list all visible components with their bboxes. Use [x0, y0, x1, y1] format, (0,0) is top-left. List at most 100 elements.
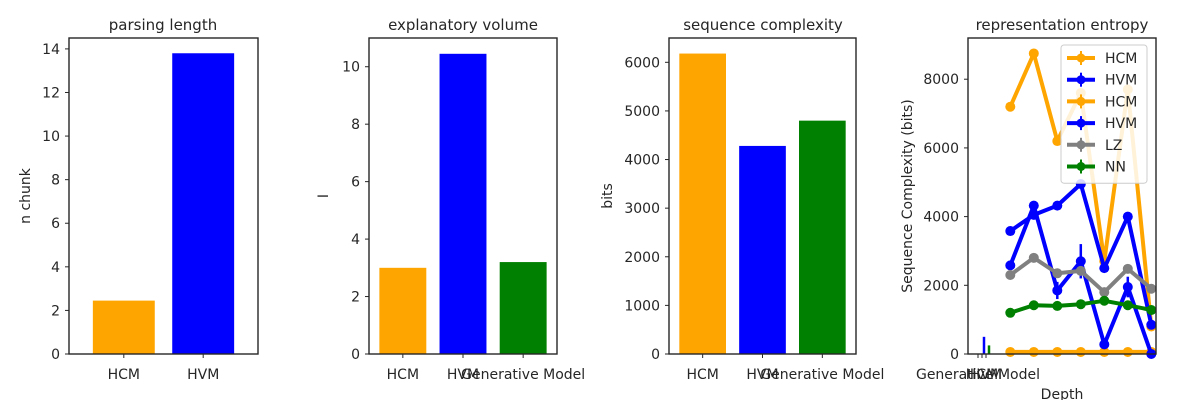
data-point [1099, 295, 1110, 306]
legend-label: HCM [1105, 51, 1137, 67]
y-tick-label: 10 [42, 129, 60, 145]
data-point [1075, 256, 1086, 267]
bar-hvm [739, 145, 786, 354]
legend-swatch-marker [1076, 53, 1086, 63]
axes-frame [368, 37, 558, 355]
data-point [1122, 300, 1133, 311]
data-point [1052, 200, 1063, 211]
x-tick-label: HCM [387, 367, 419, 383]
axes-frame [68, 37, 259, 355]
y-tick-label: 4 [51, 260, 60, 276]
data-point [1075, 346, 1086, 357]
x-tick-label: HVM [970, 367, 1002, 383]
y-axis-label: Sequence Complexity (bits) [900, 99, 916, 293]
data-point [1075, 299, 1086, 310]
data-point [1122, 346, 1133, 357]
y-tick-label: 4000 [624, 153, 660, 169]
bar-hvm [439, 53, 487, 355]
legend-label: LZ [1105, 138, 1122, 154]
legend-swatch-marker [1076, 118, 1086, 128]
x-tick-label: HCM [966, 367, 998, 383]
y-tick-label: 6000 [624, 55, 660, 71]
chart-panel-representation-entropy: representation entropy Sequence Complexi… [900, 16, 1157, 400]
y-tick-label: 5000 [624, 104, 660, 120]
data-point [1005, 270, 1016, 280]
data-point [1099, 287, 1110, 298]
bar-hvm [172, 53, 235, 354]
x-tick-label: HVM [187, 367, 219, 383]
chart-panel-explanatory-volume: explanatory volume I 0 2 4 6 8 10 HCM HVMGenera… [316, 16, 585, 383]
y-tick-label: 12 [42, 85, 60, 101]
x-tick-label: HCM [686, 367, 718, 383]
chart-panel-parsing-length: parsing length n chunk 0 2 4 6 8 10 12 14 HCM HVM [18, 16, 259, 383]
data-point [1005, 101, 1016, 112]
data-point [1122, 263, 1133, 274]
data-point [1005, 226, 1016, 237]
y-tick-label: 0 [351, 347, 360, 363]
axes-frame [668, 37, 857, 355]
data-point [1005, 260, 1016, 271]
axes-frame [967, 37, 1157, 355]
legend-swatch-marker [1076, 140, 1086, 150]
bar-hcm [679, 53, 726, 355]
chart-title: representation entropy [976, 16, 1149, 34]
legend-swatch-marker [1076, 75, 1086, 85]
x-tick-label: HVM [746, 367, 778, 383]
data-point [1005, 307, 1016, 318]
y-tick-label: 6000 [923, 141, 959, 157]
y-axis-label: n chunk [18, 167, 34, 224]
legend-label: HVM [1105, 73, 1137, 89]
x-axis-label: Depth [1041, 387, 1084, 400]
y-tick-label: 2000 [624, 250, 660, 266]
data-point [1052, 268, 1063, 279]
y-tick-label: 2 [351, 290, 360, 306]
y-tick-label: 0 [651, 347, 660, 363]
x-tick-label: Generative Model [461, 367, 585, 383]
y-tick-label: 2 [51, 303, 60, 319]
y-tick-label: 14 [42, 42, 60, 58]
data-point [1052, 136, 1063, 147]
x-tick-label: Generative Model [760, 367, 884, 383]
y-axis-label: bits [600, 183, 616, 209]
x-tick-label: HVM [447, 367, 479, 383]
y-tick-label: 0 [51, 347, 60, 363]
y-tick-label: 0 [950, 347, 959, 363]
bar-generative-model [799, 120, 846, 355]
y-tick-label: 4000 [923, 210, 959, 226]
data-point [1146, 283, 1157, 294]
data-point [1122, 282, 1133, 293]
y-tick-label: 8 [51, 173, 60, 189]
data-point [1028, 252, 1039, 263]
chart-panel-sequence-complexity: sequence complexity bits 0 1000 2000 3000 40… [600, 16, 884, 383]
x-tick-label: Generative Model [916, 367, 1040, 383]
y-axis-label: I [316, 194, 332, 198]
legend-label: NN [1105, 160, 1126, 176]
data-point [1052, 346, 1063, 357]
y-tick-label: 10 [342, 60, 360, 76]
chart-title: parsing length [109, 16, 217, 34]
bar-hcm [92, 300, 155, 354]
y-tick-label: 8000 [923, 72, 959, 88]
chart-title: explanatory volume [388, 16, 538, 34]
data-point [1028, 300, 1039, 311]
data-point [1052, 300, 1063, 311]
legend-label: HCM [1105, 94, 1137, 110]
data-point [1052, 285, 1063, 296]
data-point [1122, 211, 1133, 222]
y-tick-label: 8 [351, 117, 360, 133]
y-tick-label: 6 [51, 216, 60, 232]
x-tick-label: HCM [108, 367, 140, 383]
data-point [1099, 339, 1110, 350]
legend-label: HVM [1105, 116, 1137, 132]
bar-hcm [379, 267, 427, 354]
data-point [1146, 319, 1157, 330]
y-tick-label: 3000 [624, 201, 660, 217]
data-point [1028, 48, 1039, 59]
y-tick-label: 6 [351, 175, 360, 191]
data-point [1146, 305, 1157, 316]
data-point [1075, 265, 1086, 276]
chart-title: sequence complexity [683, 16, 843, 34]
data-point [1028, 200, 1039, 211]
legend-swatch-marker [1076, 96, 1086, 106]
